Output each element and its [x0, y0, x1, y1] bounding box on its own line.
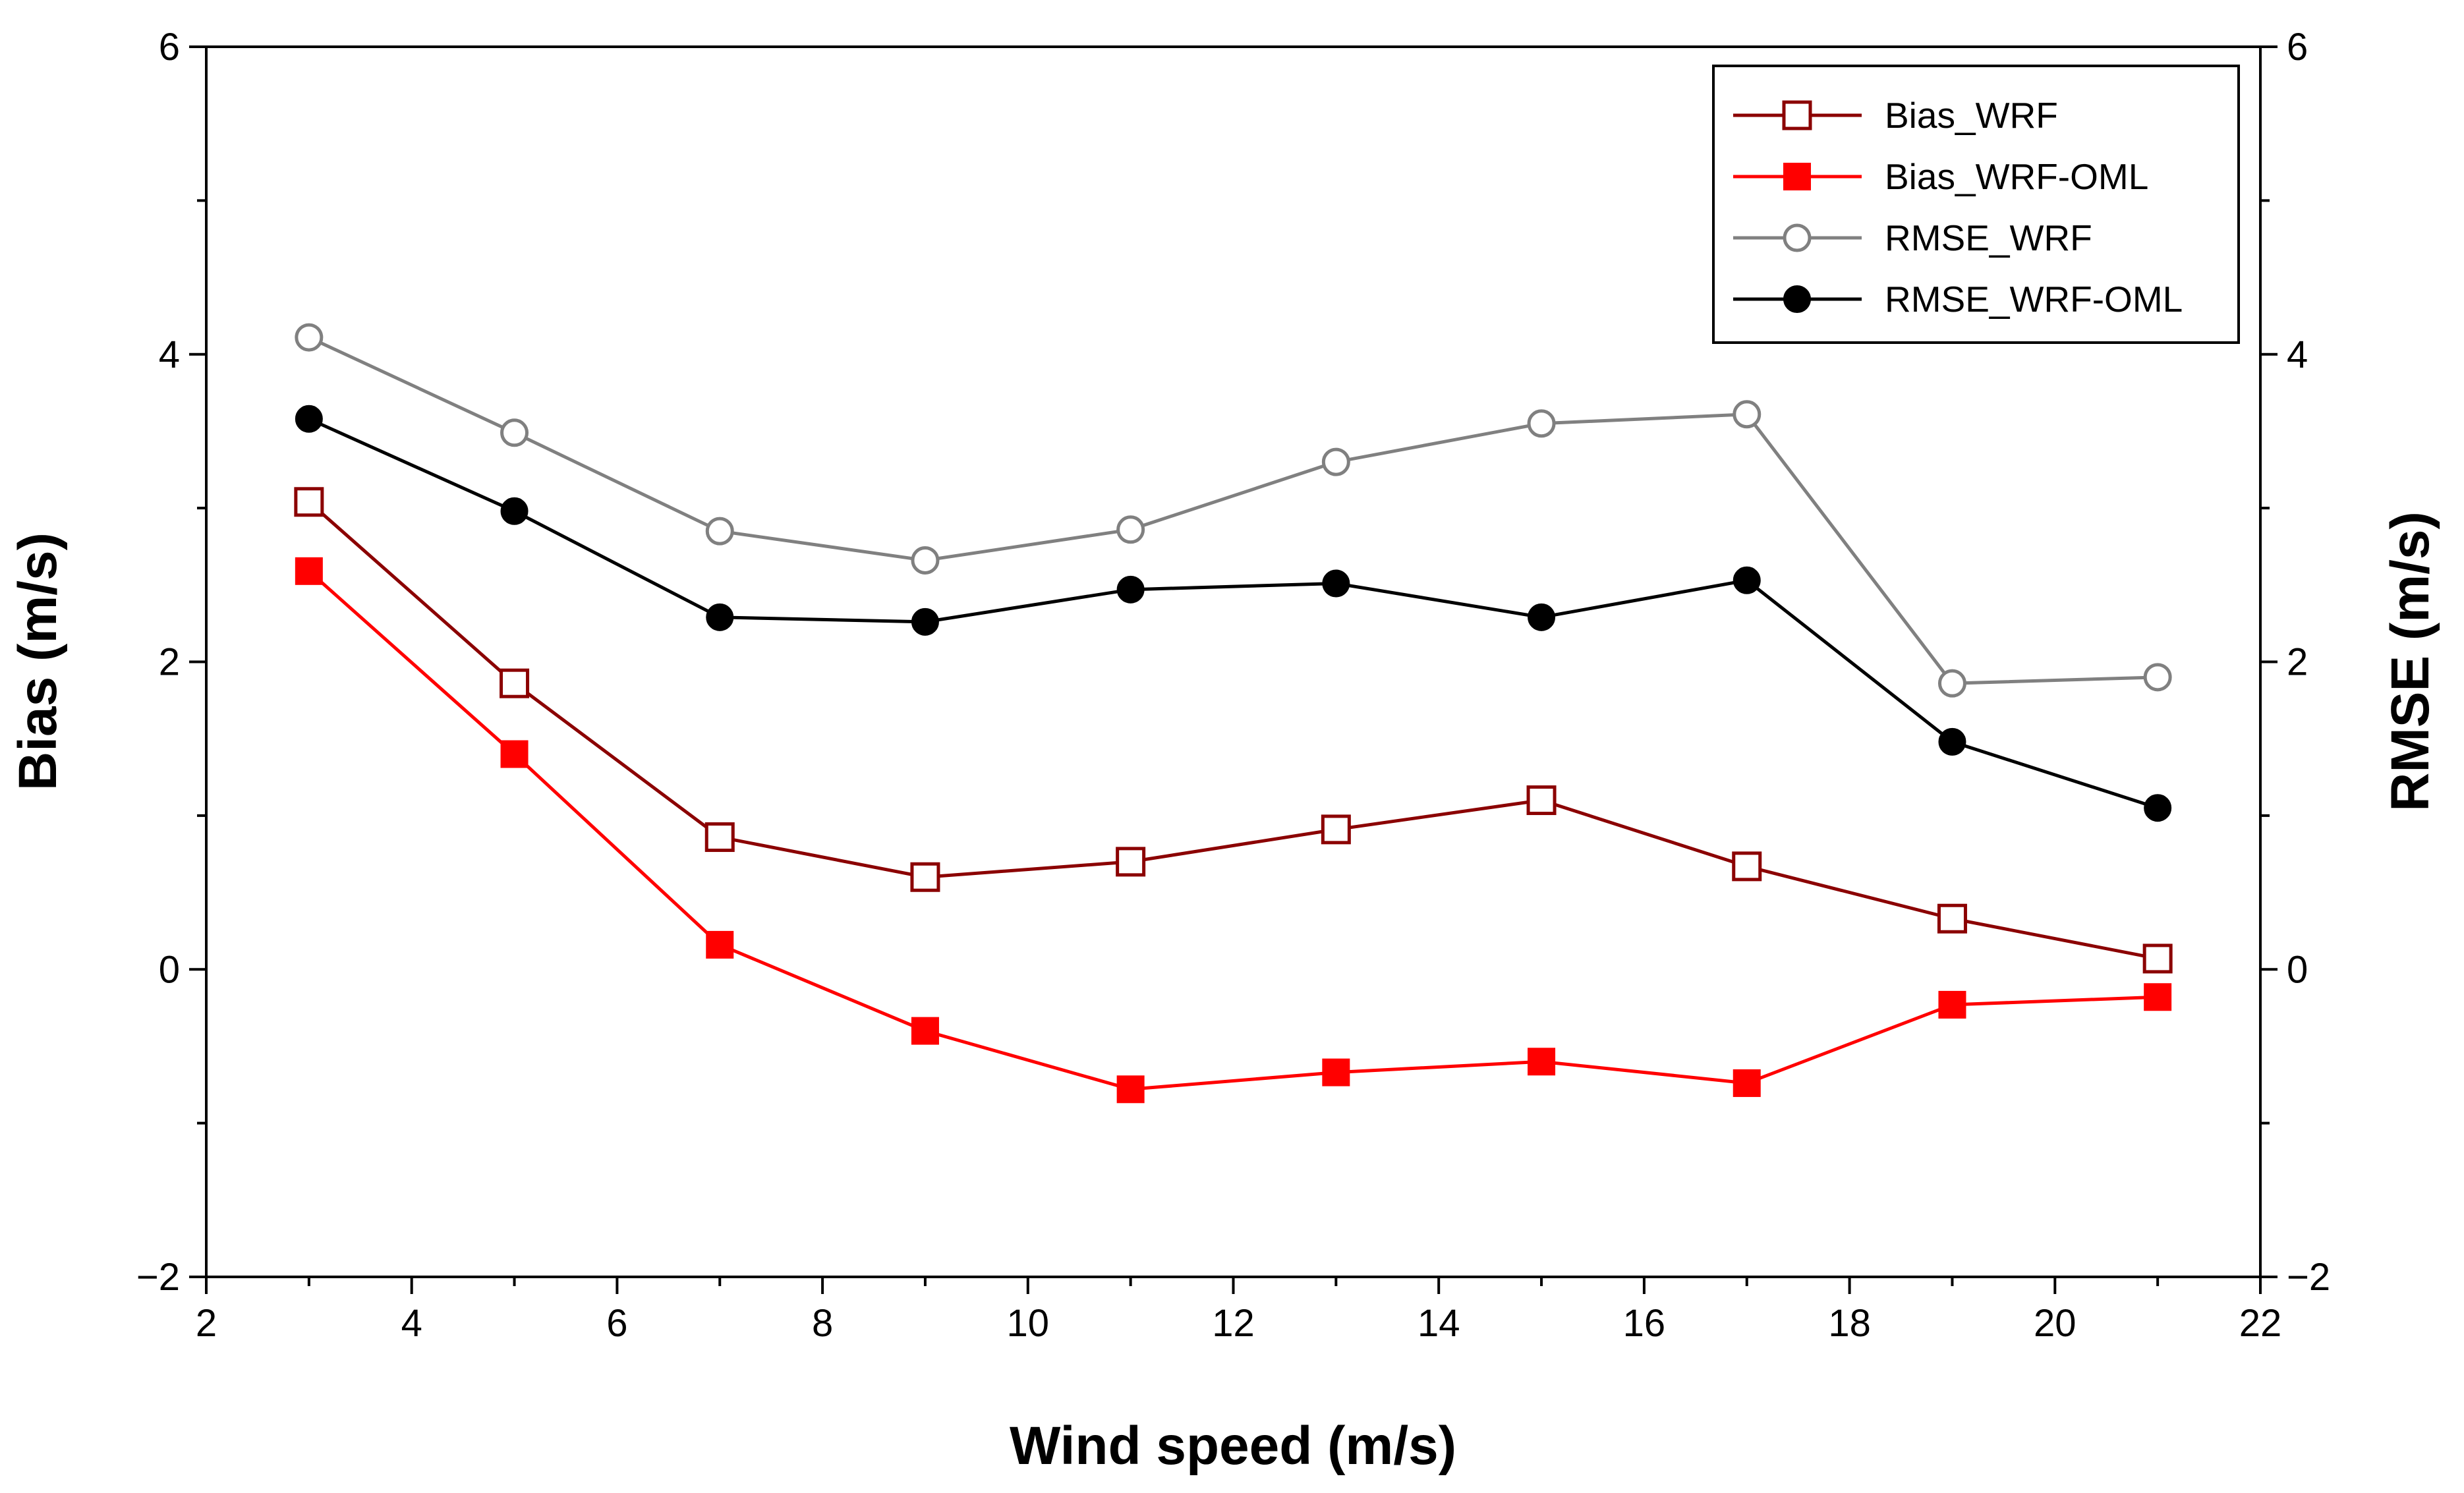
legend-marker	[1783, 223, 1812, 252]
y2-tick-label: −2	[2287, 1256, 2330, 1299]
data-point	[911, 607, 939, 636]
data-point	[500, 418, 529, 447]
data-point	[1116, 847, 1146, 877]
y2-tick-label: 4	[2287, 333, 2308, 376]
x-tick-label: 14	[1418, 1302, 1460, 1345]
data-point	[1116, 515, 1145, 544]
data-point	[1733, 1069, 1761, 1097]
data-point	[500, 740, 529, 768]
legend-item: Bias_WRF-OML	[1733, 156, 2148, 197]
legend-item: Bias_WRF	[1733, 95, 2058, 136]
x-tick-label: 18	[1828, 1302, 1871, 1345]
y-axis-left: −2 0 2 4 6	[136, 26, 206, 1299]
data-point	[1322, 1058, 1350, 1086]
data-point	[500, 497, 529, 525]
x-axis-title: Wind speed (m/s)	[1010, 1416, 1456, 1476]
legend-label: RMSE_WRF-OML	[1885, 279, 2183, 320]
x-tick-label: 2	[196, 1302, 217, 1345]
series-Bias_WRF-OML	[295, 557, 2172, 1104]
x-tick-label: 12	[1212, 1302, 1255, 1345]
data-point	[1938, 990, 1966, 1019]
legend-item: RMSE_WRF-OML	[1733, 279, 2183, 320]
y-axis-right: −2 0 2 4 6	[2260, 26, 2330, 1299]
y-tick-label: 2	[159, 641, 180, 684]
series-RMSE_WRF-OML	[295, 405, 2172, 822]
data-point	[1527, 409, 1556, 438]
data-point	[2144, 794, 2172, 822]
y2-tick-label: 2	[2287, 641, 2308, 684]
data-point	[295, 557, 323, 585]
series-Bias_WRF	[294, 487, 2173, 974]
y2-tick-label: 0	[2287, 948, 2308, 991]
x-tick-label: 20	[2034, 1302, 2077, 1345]
data-point	[910, 862, 940, 892]
x-tick-label: 6	[606, 1302, 627, 1345]
legend-item: RMSE_WRF	[1733, 217, 2092, 258]
data-point	[1937, 903, 1967, 934]
data-point	[705, 517, 734, 546]
series-RMSE_WRF	[295, 323, 2172, 698]
legend-label: Bias_WRF-OML	[1885, 156, 2148, 197]
x-tick-label: 22	[2239, 1302, 2282, 1345]
data-point	[295, 323, 324, 352]
data-point	[2144, 983, 2172, 1011]
x-tick-label: 10	[1007, 1302, 1050, 1345]
legend-marker	[1782, 100, 1812, 130]
x-tick-label: 4	[401, 1302, 422, 1345]
legend-marker	[1783, 285, 1811, 313]
series-line	[308, 335, 2158, 685]
data-point	[1321, 814, 1351, 845]
data-point	[2143, 663, 2172, 692]
series-line	[308, 500, 2158, 961]
data-point	[500, 668, 530, 698]
data-point	[704, 822, 735, 853]
data-point	[706, 603, 734, 631]
x-tick-label: 8	[812, 1302, 833, 1345]
y-tick-label: 4	[159, 333, 180, 376]
data-point	[911, 1017, 939, 1045]
data-point	[1321, 447, 1350, 476]
data-point	[1733, 566, 1761, 594]
data-point	[1528, 1048, 1556, 1076]
data-point	[911, 546, 940, 575]
data-point	[295, 405, 323, 433]
legend-label: Bias_WRF	[1885, 95, 2058, 136]
data-point	[294, 487, 324, 517]
data-point	[1937, 669, 1966, 698]
x-axis: 2 4 6 8 10 12 14 16 18 20 22	[196, 1277, 2281, 1345]
data-point	[1116, 575, 1145, 604]
data-point	[2142, 944, 2173, 974]
data-point	[706, 930, 734, 959]
data-point	[1528, 603, 1556, 631]
y2-tick-label: 6	[2287, 26, 2308, 69]
data-point	[1732, 851, 1762, 882]
y-tick-label: 0	[159, 948, 180, 991]
legend-label: RMSE_WRF	[1885, 217, 2092, 258]
series-line	[308, 569, 2158, 1091]
data-point	[1322, 569, 1350, 598]
y-tick-label: −2	[136, 1256, 180, 1299]
y-axis-title: Bias (m/s)	[8, 532, 68, 791]
y2-axis-title: RMSE (m/s)	[2380, 511, 2440, 812]
legend: Bias_WRF Bias_WRF-OML RMSE_WRF RMSE_WRF-OML	[1712, 65, 2240, 344]
x-tick-label: 16	[1623, 1302, 1666, 1345]
series-line	[308, 417, 2158, 810]
data-point	[1733, 400, 1762, 429]
y-tick-label: 6	[159, 26, 180, 69]
data-point	[1938, 727, 1966, 756]
data-point	[1526, 785, 1557, 816]
data-point	[1116, 1075, 1145, 1104]
legend-marker	[1783, 163, 1811, 190]
series-layer	[294, 323, 2173, 1104]
